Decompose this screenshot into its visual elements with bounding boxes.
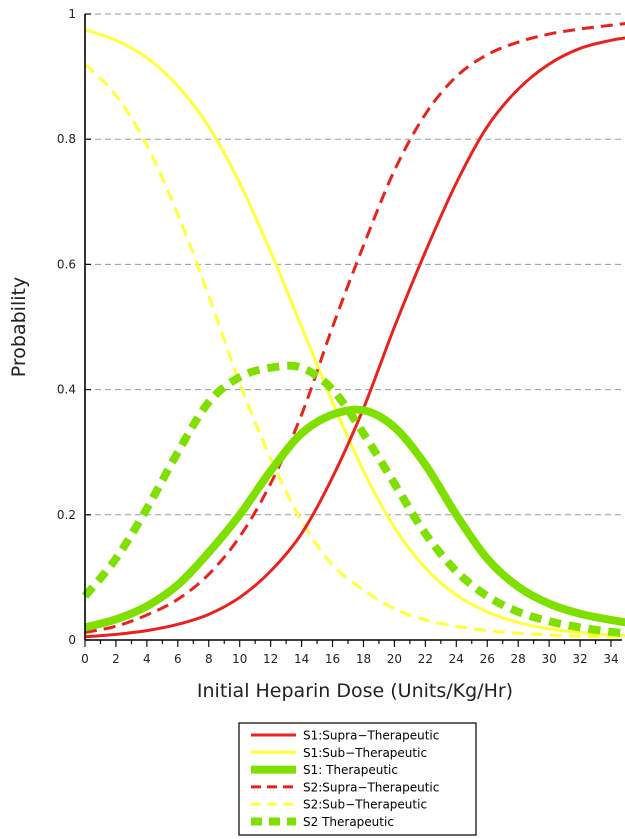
x-tick-label: 30 — [541, 652, 556, 666]
x-tick-label: 32 — [572, 652, 587, 666]
x-tick-label: 12 — [263, 652, 278, 666]
series-line-3 — [84, 22, 625, 634]
y-tick-label: 1 — [68, 7, 76, 21]
series-line-4 — [83, 63, 625, 639]
legend-items: S1:Supra−Therapeutic S1:Sub−Therapeutic S1… — [251, 729, 439, 829]
y-ticks: 0 0.2 0.4 0.6 0.8 1 — [57, 7, 91, 647]
legend-label: S1: Therapeutic — [303, 763, 398, 777]
series-line-1 — [84, 28, 625, 638]
x-tick-label: 8 — [205, 652, 213, 666]
legend-label: S1:Supra−Therapeutic — [303, 729, 439, 743]
x-tick-label: 20 — [387, 652, 402, 666]
y-tick-label: 0.6 — [57, 257, 76, 271]
x-axis-title: Initial Heparin Dose (Units/Kg/Hr) — [197, 680, 513, 702]
series-line-5 — [81, 361, 625, 638]
series-layer — [81, 22, 625, 639]
axes — [84, 14, 622, 641]
x-tick-label: 28 — [511, 652, 526, 666]
legend-label: S1:Sub−Therapeutic — [303, 746, 427, 760]
legend-label: S2:Supra−Therapeutic — [303, 780, 439, 794]
x-tick-label: 16 — [325, 652, 340, 666]
legend: S1:Supra−Therapeutic S1:Sub−Therapeutic S1… — [238, 722, 477, 836]
x-tick-label: 24 — [449, 652, 464, 666]
y-tick-label: 0.2 — [57, 508, 76, 522]
legend-box — [238, 722, 477, 836]
x-tick-label: 22 — [418, 652, 433, 666]
x-tick-label: 18 — [356, 652, 371, 666]
y-tick-label: 0 — [68, 633, 76, 647]
x-tick-label: 4 — [143, 652, 151, 666]
x-tick-label: 6 — [174, 652, 182, 666]
legend-label: S2 Therapeutic — [303, 815, 394, 829]
y-tick-label: 0.8 — [57, 132, 76, 146]
legend-label: S2:Sub−Therapeutic — [303, 798, 427, 812]
x-tick-label: 10 — [232, 652, 247, 666]
x-tick-label: 14 — [294, 652, 309, 666]
y-tick-label: 0.4 — [57, 383, 76, 397]
x-tick-label: 2 — [112, 652, 120, 666]
series-line-0 — [84, 36, 625, 639]
grid-lines — [85, 13, 622, 516]
x-tick-label: 34 — [603, 652, 618, 666]
y-axis-title: Probability — [8, 277, 30, 377]
x-tick-label: 26 — [480, 652, 495, 666]
series-line-2 — [83, 405, 625, 632]
x-tick-label: 0 — [81, 652, 89, 666]
x-ticks: 0 2 4 6 8 10 12 14 16 18 20 22 24 26 28 30 32 34 — [81, 640, 619, 666]
